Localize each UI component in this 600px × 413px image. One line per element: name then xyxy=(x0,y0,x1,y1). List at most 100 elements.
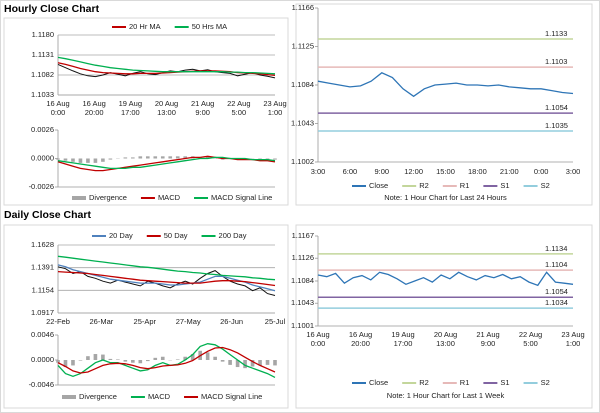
divergence-bar xyxy=(93,158,98,163)
y-tick-label: 0.0000 xyxy=(31,355,54,364)
section-header: Daily Close Chart xyxy=(4,209,91,221)
y-tick-label: 1.1125 xyxy=(292,41,314,50)
y-tick-label: 1.1167 xyxy=(292,231,314,240)
legend-label: 20 Day xyxy=(109,231,133,240)
legend-label: S1 xyxy=(500,378,509,387)
divergence-bar xyxy=(56,158,60,160)
x-tick-label: 21 Aug 9:00 xyxy=(191,99,214,117)
y-tick-label: 1.1033 xyxy=(31,90,54,99)
y-tick-label: -0.0026 xyxy=(29,182,54,191)
divergence-bar xyxy=(71,158,75,162)
x-tick-label: 18:00 xyxy=(468,167,487,176)
x-tick-label: 16 Aug 20:00 xyxy=(349,330,372,348)
x-tick-label: 12:00 xyxy=(404,167,423,176)
legend-label: R2 xyxy=(419,378,429,387)
y-tick-label: 1.1084 xyxy=(291,80,314,89)
y-tick-label: 0.0026 xyxy=(31,125,54,134)
divergence-bar xyxy=(265,360,270,365)
x-tick-label: 27-May xyxy=(176,317,201,326)
divergence-bar xyxy=(235,360,240,368)
x-tick-label: 25-Apr xyxy=(134,317,157,326)
x-tick-label: 26-Jun xyxy=(220,317,243,326)
legend-label: R2 xyxy=(419,181,429,190)
x-tick-label: 16 Aug 0:00 xyxy=(46,99,69,117)
chart-note: Note: 1 Hour Chart for Last 24 Hours xyxy=(384,193,507,202)
x-tick-label: 16 Aug 20:00 xyxy=(82,99,105,117)
series-line xyxy=(57,346,276,374)
y-tick-label: 1.1084 xyxy=(291,276,314,285)
series-line xyxy=(57,343,276,378)
pivot-label: 1.1054 xyxy=(545,287,568,296)
divergence-bar xyxy=(273,158,277,160)
divergence-bar xyxy=(71,360,75,366)
pivot-label: 1.1034 xyxy=(545,298,568,307)
y-tick-label: 1.1043 xyxy=(291,298,314,307)
divergence-bar xyxy=(160,356,165,360)
divergence-bar xyxy=(168,156,173,159)
legend-label: Divergence xyxy=(79,392,117,401)
x-tick-label: 21 Aug 9:00 xyxy=(476,330,499,348)
legend-swatch xyxy=(62,395,76,399)
series-line xyxy=(317,72,574,98)
y-tick-label: 1.1131 xyxy=(32,50,54,59)
series-line xyxy=(57,270,276,287)
x-tick-label: 23 Aug 1:00 xyxy=(263,99,286,117)
divergence-bar xyxy=(273,360,277,366)
x-tick-label: 22 Aug 5:00 xyxy=(519,330,542,348)
series-line xyxy=(57,264,276,292)
series-line xyxy=(57,56,276,75)
x-tick-label: 3:00 xyxy=(311,167,326,176)
legend-label: Close xyxy=(369,181,388,190)
y-tick-label: 1.1166 xyxy=(292,3,314,12)
legend-label: R1 xyxy=(460,181,470,190)
legend-label: Close xyxy=(369,378,388,387)
divergence-bar xyxy=(63,360,68,368)
legend-label: 50 Hrs MA xyxy=(192,22,227,31)
panel-box xyxy=(3,17,289,206)
legend-swatch xyxy=(72,196,86,200)
divergence-bar xyxy=(243,360,247,369)
divergence-bar xyxy=(250,360,255,367)
divergence-bar xyxy=(123,360,128,362)
legend-label: S1 xyxy=(500,181,509,190)
pivot-label: 1.1103 xyxy=(545,57,567,66)
series-line xyxy=(57,155,276,172)
pivot-label: 1.1134 xyxy=(545,244,567,253)
x-tick-label: 20 Aug 13:00 xyxy=(155,99,178,117)
divergence-bar xyxy=(160,156,165,159)
divergence-bar xyxy=(183,156,188,159)
pivot-label: 1.1035 xyxy=(545,121,568,130)
divergence-bar xyxy=(138,360,143,364)
divergence-bar xyxy=(93,354,98,360)
x-tick-label: 22 Aug 5:00 xyxy=(227,99,250,117)
divergence-bar xyxy=(78,158,83,163)
x-tick-label: 15:00 xyxy=(436,167,455,176)
y-tick-label: 1.1082 xyxy=(31,70,54,79)
divergence-bar xyxy=(213,356,217,360)
y-tick-label: 1.1126 xyxy=(292,253,314,262)
divergence-bar xyxy=(101,354,105,360)
panel-box xyxy=(3,224,289,409)
legend-label: R1 xyxy=(460,378,470,387)
divergence-bar xyxy=(175,156,180,159)
divergence-bar xyxy=(145,156,150,159)
divergence-bar xyxy=(63,158,68,161)
divergence-bar xyxy=(205,352,210,360)
divergence-bar xyxy=(175,359,180,360)
pivot-label: 1.1104 xyxy=(545,260,567,269)
divergence-bar xyxy=(86,158,90,163)
series-line xyxy=(57,156,276,170)
divergence-bar xyxy=(116,359,120,360)
series-line xyxy=(57,255,276,281)
y-tick-label: -0.0046 xyxy=(29,380,54,389)
panel-box xyxy=(295,3,593,206)
y-tick-label: 1.1002 xyxy=(291,157,314,166)
x-tick-label: 21:00 xyxy=(500,167,519,176)
divergence-bar xyxy=(56,360,60,363)
divergence-bar xyxy=(228,360,232,365)
divergence-bar xyxy=(190,354,195,360)
legend-label: MACD Signal Line xyxy=(211,193,272,202)
chart-note: Note: 1 Hour Chart for Last 1 Week xyxy=(387,391,505,400)
